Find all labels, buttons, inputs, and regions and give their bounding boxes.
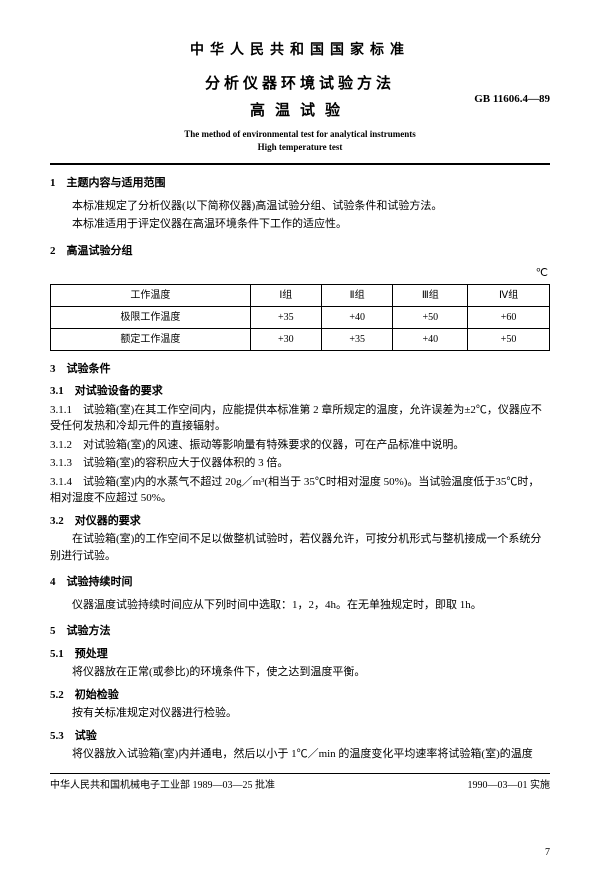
table-cell: +35 <box>321 328 392 350</box>
clause-3-2-para: 在试验箱(室)的工作空间不足以做整机试验时，若仪器允许，可按分机形式与整机接成一… <box>50 531 550 564</box>
table-header-cell: Ⅲ组 <box>393 284 468 306</box>
table-row: 极限工作温度 +35 +40 +50 +60 <box>51 306 550 328</box>
section-1-para-1: 本标准规定了分析仪器(以下简称仪器)高温试验分组、试验条件和试验方法。 <box>50 198 550 215</box>
section-3-heading: 3 试验条件 <box>50 361 550 378</box>
country-title: 中华人民共和国国家标准 <box>50 40 550 61</box>
table-cell: +50 <box>393 306 468 328</box>
section-5-heading: 5 试验方法 <box>50 623 550 640</box>
clause-3-1-2: 3.1.2 对试验箱(室)的风速、振动等影响量有特殊要求的仪器，可在产品标准中说… <box>50 437 550 454</box>
footer-rule <box>50 773 550 774</box>
clause-3-1-heading: 3.1 对试验设备的要求 <box>50 383 550 400</box>
table-header-cell: Ⅰ组 <box>250 284 321 306</box>
page-number: 7 <box>545 845 550 860</box>
clause-5-1-heading: 5.1 预处理 <box>50 646 550 663</box>
clause-3-1-1: 3.1.1 试验箱(室)在其工作空间内，应能提供本标准第 2 章所规定的温度，允… <box>50 402 550 435</box>
clause-5-1-para: 将仪器放在正常(或参比)的环境条件下，使之达到温度平衡。 <box>50 664 550 681</box>
table-cell: +35 <box>250 306 321 328</box>
table-header-cell: Ⅱ组 <box>321 284 392 306</box>
table-cell: +30 <box>250 328 321 350</box>
clause-5-2-para: 按有关标准规定对仪器进行检验。 <box>50 705 550 722</box>
table-header-cell: Ⅳ组 <box>468 284 550 306</box>
table-header-cell: 工作温度 <box>51 284 251 306</box>
footer-effective: 1990—03—01 实施 <box>468 778 551 793</box>
table-cell: +40 <box>321 306 392 328</box>
clause-5-2-heading: 5.2 初始检验 <box>50 687 550 704</box>
document-page: 中华人民共和国国家标准 分析仪器环境试验方法 高温试验 GB 11606.4—8… <box>0 0 600 872</box>
section-4-heading: 4 试验持续时间 <box>50 574 550 591</box>
table-cell: +60 <box>468 306 550 328</box>
table-row: 工作温度 Ⅰ组 Ⅱ组 Ⅲ组 Ⅳ组 <box>51 284 550 306</box>
table-cell: +50 <box>468 328 550 350</box>
table-cell: +40 <box>393 328 468 350</box>
temperature-group-table: 工作温度 Ⅰ组 Ⅱ组 Ⅲ组 Ⅳ组 极限工作温度 +35 +40 +50 +60 … <box>50 284 550 351</box>
section-1-para-2: 本标准适用于评定仪器在高温环境条件下工作的适应性。 <box>50 216 550 233</box>
english-title-line2: High temperature test <box>50 141 550 154</box>
english-title: The method of environmental test for ana… <box>50 128 550 153</box>
clause-5-3-heading: 5.3 试验 <box>50 728 550 745</box>
table-row: 额定工作温度 +30 +35 +40 +50 <box>51 328 550 350</box>
standard-code: GB 11606.4—89 <box>474 91 550 108</box>
clause-5-3-para: 将仪器放入试验箱(室)内并通电，然后以小于 1℃／min 的温度变化平均速率将试… <box>50 746 550 763</box>
section-2-heading: 2 高温试验分组 <box>50 243 550 260</box>
english-title-line1: The method of environmental test for ana… <box>50 128 550 141</box>
footer-approval: 中华人民共和国机械电子工业部 1989—03—25 批准 <box>50 778 275 793</box>
title-block: 分析仪器环境试验方法 高温试验 GB 11606.4—89 <box>50 73 550 122</box>
clause-3-1-3: 3.1.3 试验箱(室)的容积应大于仪器体积的 3 倍。 <box>50 455 550 472</box>
header-rule <box>50 163 550 165</box>
document-header: 中华人民共和国国家标准 分析仪器环境试验方法 高温试验 GB 11606.4—8… <box>50 40 550 153</box>
clause-3-2-heading: 3.2 对仪器的要求 <box>50 513 550 530</box>
section-4-para: 仪器温度试验持续时间应从下列时间中选取：1，2，4h。在无单独规定时，即取 1h… <box>50 597 550 614</box>
table-unit: ℃ <box>50 265 548 282</box>
section-1-heading: 1 主题内容与适用范围 <box>50 175 550 192</box>
table-cell: 极限工作温度 <box>51 306 251 328</box>
clause-3-1-4: 3.1.4 试验箱(室)内的水蒸气不超过 20g／m³(相当于 35℃时相对湿度… <box>50 474 550 507</box>
main-title-line1: 分析仪器环境试验方法 <box>205 76 395 92</box>
table-cell: 额定工作温度 <box>51 328 251 350</box>
footer-row: 中华人民共和国机械电子工业部 1989—03—25 批准 1990—03—01 … <box>50 778 550 793</box>
